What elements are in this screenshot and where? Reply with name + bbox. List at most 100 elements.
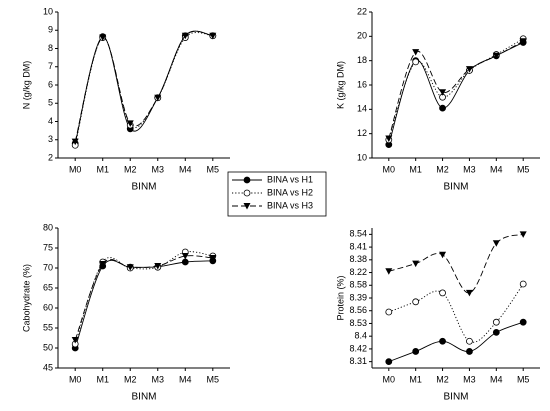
y-tick-label: 65: [43, 282, 53, 292]
marker: [209, 255, 217, 262]
y-tick-label: 55: [43, 322, 53, 332]
y-tick-label: 8.22: [349, 267, 367, 277]
x-tick-label: M5: [517, 164, 530, 174]
y-tick-label: 8.41: [349, 241, 367, 251]
marker: [154, 94, 162, 102]
marker: [439, 337, 446, 345]
legend-marker: [243, 203, 251, 210]
x-tick-label: M1: [96, 374, 109, 384]
y-tick-label: 5: [48, 98, 53, 108]
series-line: [388, 283, 524, 343]
x-tick-label: M0: [69, 164, 82, 174]
y-tick-label: 7: [48, 61, 53, 71]
marker: [492, 328, 500, 336]
legend-label: BINA vs H2: [267, 187, 313, 197]
marker: [439, 289, 446, 297]
y-tick-label: 18: [357, 55, 367, 65]
marker: [439, 104, 446, 112]
marker: [439, 89, 447, 96]
marker: [99, 261, 107, 268]
y-tick-label: 8.56: [349, 305, 367, 315]
x-axis-label: BINM: [132, 392, 157, 403]
series-line: [388, 42, 524, 145]
y-tick-label: 2: [48, 152, 53, 162]
marker: [465, 66, 473, 73]
marker: [154, 263, 162, 270]
y-tick-label: 12: [357, 128, 367, 138]
y-tick-label: 8.42: [349, 343, 367, 353]
x-tick-label: M4: [490, 374, 503, 384]
marker: [385, 308, 393, 316]
marker: [492, 240, 500, 247]
y-tick-label: 8.53: [349, 318, 367, 328]
marker: [385, 135, 393, 143]
y-tick-label: 70: [43, 262, 53, 272]
marker: [181, 253, 189, 260]
x-tick-label: M5: [207, 374, 220, 384]
y-tick-label: 4: [48, 116, 53, 126]
y-tick-label: 8.38: [349, 254, 367, 264]
x-tick-label: M3: [152, 374, 165, 384]
y-axis-label: K (g/kg DM): [335, 61, 345, 109]
marker: [492, 318, 500, 326]
x-tick-label: M0: [69, 374, 82, 384]
marker: [71, 337, 79, 344]
x-tick-label: M4: [179, 164, 192, 174]
marker: [465, 289, 473, 297]
y-tick-label: 75: [43, 242, 53, 252]
legend-label: BINA vs H1: [267, 174, 313, 184]
x-tick-label: M2: [124, 164, 137, 174]
legend-marker: [243, 189, 251, 197]
marker: [519, 231, 527, 238]
marker: [412, 348, 420, 355]
marker: [385, 358, 393, 366]
marker: [439, 251, 447, 259]
x-tick-label: M5: [207, 164, 220, 174]
marker: [412, 58, 420, 66]
y-tick-label: 8.4: [354, 331, 367, 341]
marker: [519, 38, 527, 45]
y-tick-label: 14: [357, 104, 367, 114]
x-tick-label: M2: [436, 164, 449, 174]
y-tick-label: 60: [43, 302, 53, 312]
x-tick-label: M3: [463, 164, 476, 174]
x-tick-label: M5: [517, 374, 530, 384]
y-tick-label: 10: [43, 6, 53, 16]
marker: [412, 49, 420, 56]
marker: [412, 298, 420, 306]
y-axis-label: N (g/kg DM): [21, 61, 31, 110]
y-axis-label: Cabohydrate (%): [21, 264, 31, 332]
y-tick-label: 8.54: [349, 229, 367, 239]
x-tick-label: M2: [436, 374, 449, 384]
x-axis-label: BINM: [132, 182, 157, 193]
marker: [385, 268, 393, 275]
y-tick-label: 20: [357, 31, 367, 41]
series-line: [388, 233, 524, 294]
marker: [209, 32, 217, 40]
series-line: [388, 321, 524, 363]
marker: [466, 348, 473, 355]
marker: [412, 260, 420, 268]
x-tick-label: M1: [96, 164, 109, 174]
marker: [71, 138, 79, 146]
x-tick-label: M4: [490, 164, 503, 174]
y-tick-label: 8.58: [349, 280, 367, 290]
x-tick-label: M3: [463, 374, 476, 384]
y-tick-label: 8.31: [349, 356, 367, 366]
y-tick-label: 8.39: [349, 292, 367, 302]
series-line: [74, 255, 213, 341]
x-tick-label: M1: [409, 164, 422, 174]
marker: [466, 337, 473, 345]
x-tick-label: M1: [409, 374, 422, 384]
y-tick-label: 22: [357, 6, 367, 16]
y-tick-label: 10: [357, 152, 367, 162]
x-tick-label: M2: [124, 374, 137, 384]
marker: [99, 34, 107, 42]
x-tick-label: M0: [383, 374, 396, 384]
series-line: [388, 38, 524, 140]
legend-marker: [243, 176, 251, 184]
series-line: [74, 251, 213, 345]
y-axis-label: Protein (%): [335, 275, 345, 320]
marker: [126, 120, 134, 127]
